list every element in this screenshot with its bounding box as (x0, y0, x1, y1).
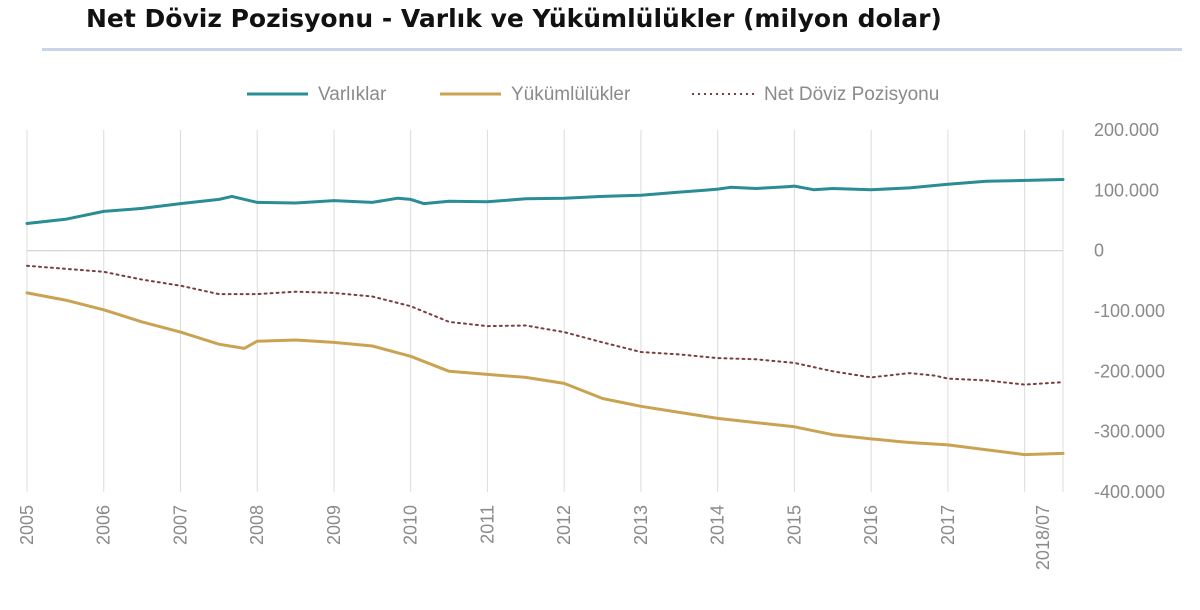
legend-label: Varlıklar (318, 84, 387, 105)
x-tick-label: 2010 (401, 505, 421, 545)
x-tick-label: 2006 (94, 505, 114, 545)
series-line-1 (25, 178, 1065, 225)
x-tick-label: 2007 (170, 505, 190, 545)
y-tick-label: -200.000 (1094, 361, 1165, 381)
legend-label: Yükümlülükler (511, 84, 631, 105)
x-tick-label: 2012 (554, 505, 574, 545)
x-tick-label: 2013 (631, 505, 651, 545)
y-tick-label: 0 (1094, 241, 1104, 261)
y-tick-label: -400.000 (1094, 482, 1165, 502)
y-tick-label: -100.000 (1094, 301, 1165, 321)
series-line-2 (25, 291, 1065, 457)
legend-label: Net Döviz Pozisyonu (764, 84, 939, 105)
gridlines (26, 130, 1064, 492)
y-tick-label: 100.000 (1094, 180, 1159, 200)
y-axis: 200.000 100.000 0 -100.000 -200.000 -300.000 -… (1094, 120, 1165, 502)
x-tick-label: 2008 (247, 505, 267, 545)
y-tick-label: -300.000 (1094, 422, 1165, 442)
x-tick-label: 2015 (784, 505, 804, 545)
title-divider (42, 48, 1182, 51)
x-tick-label: 2014 (708, 505, 728, 545)
y-tick-label: 200.000 (1094, 120, 1159, 140)
x-tick-label: 2009 (324, 505, 344, 545)
x-tick-label: 2018/07 (1033, 505, 1053, 570)
chart-legend: Varlıklar Yükümlülükler Net Döviz Pozisyon… (247, 84, 939, 105)
x-tick-label: 2005 (17, 505, 37, 545)
x-tick-label: 2016 (861, 505, 881, 545)
series-layer (25, 178, 1065, 457)
chart-title: Net Döviz Pozisyonu - Varlık ve Yükümlül… (86, 4, 942, 33)
x-tick-label: 2017 (938, 505, 958, 545)
x-axis: 2005 2006 2007 2008 2009 2010 2011 2012 2013 2014… (17, 505, 1053, 570)
series-line-3 (26, 264, 1064, 386)
x-tick-label: 2011 (477, 505, 497, 544)
